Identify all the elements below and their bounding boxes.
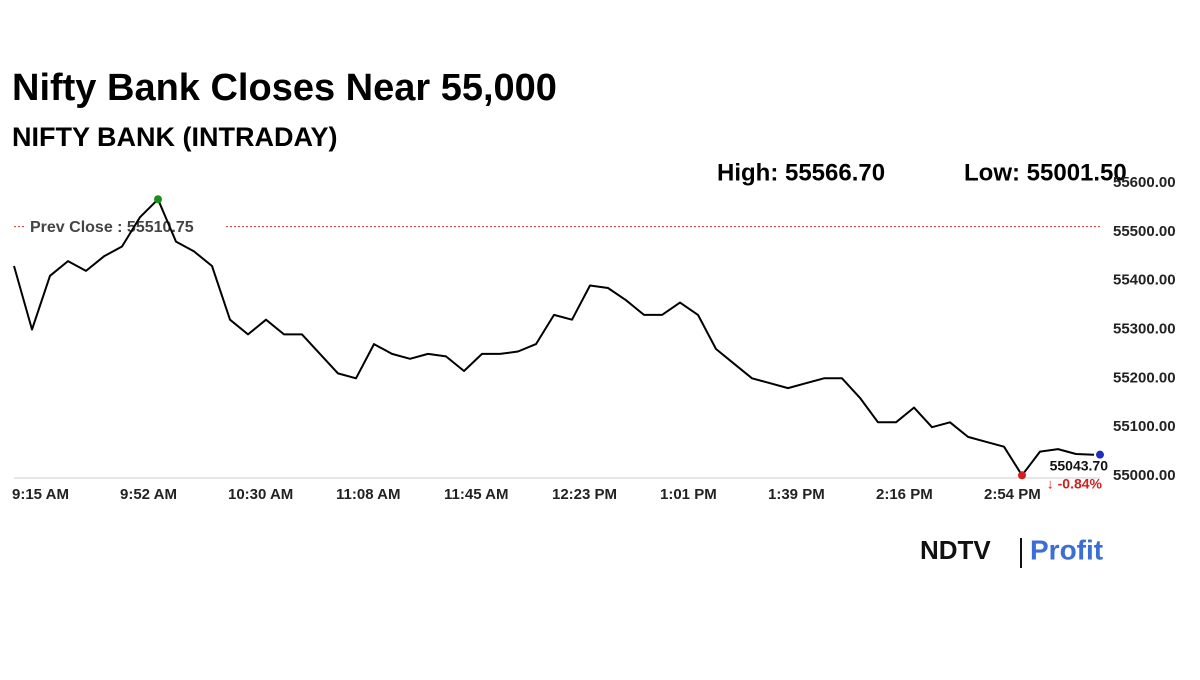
x-tick-label: 10:30 AM [228, 486, 293, 503]
chart-title: Nifty Bank Closes Near 55,000 [12, 67, 557, 109]
price-line [13, 198, 1095, 477]
last-label: 55043.70 [1050, 458, 1109, 474]
logo: NDTV Profit [920, 534, 1103, 568]
change-label: ↓ -0.84% [1047, 476, 1103, 492]
x-tick-label: 9:52 AM [120, 486, 177, 503]
y-tick-label: 55300.00 [1113, 320, 1176, 337]
brand: NDTV [920, 535, 991, 565]
y-tick-label: 55500.00 [1113, 223, 1176, 240]
low-marker [1018, 471, 1026, 480]
low-label: Low: 55001.50 [964, 159, 1127, 186]
x-tick-label: 12:23 PM [552, 486, 617, 503]
high-marker [154, 195, 162, 204]
prev-close-label: Prev Close : 55510.75 [30, 219, 194, 236]
x-tick-label: 2:16 PM [876, 486, 933, 503]
x-tick-label: 1:39 PM [768, 486, 825, 503]
y-tick-label: 55600.00 [1113, 174, 1176, 191]
brand-product: Profit [1030, 534, 1103, 565]
prev-close-bg [24, 215, 224, 238]
y-tick-label: 55100.00 [1113, 418, 1176, 435]
x-tick-label: 11:08 AM [336, 486, 400, 503]
y-tick-label: 55400.00 [1113, 272, 1176, 289]
x-tick-label: 1:01 PM [660, 486, 717, 503]
x-tick-label: 11:45 AM [444, 486, 508, 503]
high-label: High: 55566.70 [717, 159, 885, 186]
y-tick-label: 55000.00 [1113, 467, 1176, 484]
x-tick-label: 9:15 AM [12, 486, 69, 503]
chart-subtitle: NIFTY BANK (INTRADAY) [12, 122, 338, 152]
y-tick-label: 55200.00 [1113, 369, 1176, 386]
x-tick-label: 2:54 PM [984, 486, 1041, 503]
last-marker [1096, 450, 1104, 459]
